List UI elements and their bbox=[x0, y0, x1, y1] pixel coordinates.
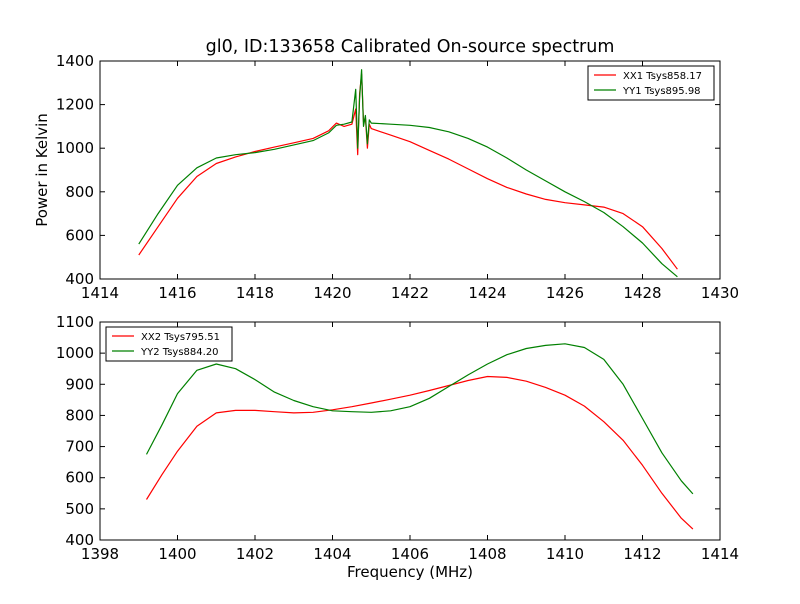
bottom-series-line-green bbox=[145, 343, 694, 495]
bottom-ytick-label: 400 bbox=[65, 531, 94, 549]
plot-top: 1414 1416 1418 1420 1422 1424 1426 1428 1430 400 6… bbox=[33, 52, 739, 302]
top-xtick-label: 1414 bbox=[81, 284, 119, 302]
bottom-xtick-label: 1402 bbox=[236, 545, 274, 563]
bottom-xtick-label: 1406 bbox=[391, 545, 429, 563]
bottom-legend-label: XX2 Tsys795.51 bbox=[141, 332, 220, 343]
bottom-ytick-label: 900 bbox=[65, 375, 94, 393]
top-series-line-green bbox=[138, 69, 678, 278]
bottom-ytick-label: 800 bbox=[65, 406, 94, 424]
top-legend-label: XX1 Tsys858.17 bbox=[623, 71, 702, 82]
bottom-axes-frame bbox=[99, 321, 721, 541]
top-series-line-red bbox=[138, 73, 678, 270]
top-xtick-label: 1426 bbox=[546, 284, 584, 302]
bottom-legend-box bbox=[105, 326, 233, 362]
bottom-xlabel: Frequency (MHz) bbox=[347, 563, 473, 581]
bottom-xtick-label: 1408 bbox=[468, 545, 506, 563]
top-xtick-label: 1422 bbox=[391, 284, 429, 302]
top-xtick-label: 1430 bbox=[701, 284, 739, 302]
top-xtick-label: 1424 bbox=[468, 284, 506, 302]
top-ytick-label: 1400 bbox=[56, 52, 94, 70]
top-xtick-label: 1418 bbox=[236, 284, 274, 302]
top-ytick-label: 400 bbox=[65, 270, 94, 288]
top-xtick-label: 1416 bbox=[158, 284, 196, 302]
top-ylabel: Power in Kelvin bbox=[33, 113, 51, 227]
bottom-ytick-label: 600 bbox=[65, 469, 94, 487]
top-xtick-label: 1420 bbox=[313, 284, 351, 302]
bottom-xtick-label: 1404 bbox=[313, 545, 351, 563]
bottom-ytick-label: 1000 bbox=[56, 344, 94, 362]
top-legend-box bbox=[587, 65, 715, 101]
bottom-xtick-label: 1414 bbox=[701, 545, 739, 563]
top-ytick-label: 1000 bbox=[56, 139, 94, 157]
top-legend-label: YY1 Tsys895.98 bbox=[622, 86, 701, 97]
top-ytick-label: 800 bbox=[65, 183, 94, 201]
bottom-xtick-label: 1400 bbox=[158, 545, 196, 563]
bottom-ytick-label: 1100 bbox=[56, 313, 94, 331]
top-ytick-label: 1200 bbox=[56, 96, 94, 114]
top-xtick-label: 1428 bbox=[623, 284, 661, 302]
top-axes-frame bbox=[99, 60, 721, 280]
plot-bottom: 1398 1400 1402 1404 1406 1408 1410 1412 1414 400 5… bbox=[56, 313, 739, 581]
bottom-ytick-label: 500 bbox=[65, 500, 94, 518]
top-ytick-label: 600 bbox=[65, 226, 94, 244]
bottom-xtick-label: 1410 bbox=[546, 545, 584, 563]
bottom-series-line-red bbox=[145, 375, 694, 530]
bottom-xtick-label: 1412 bbox=[623, 545, 661, 563]
bottom-ytick-label: 700 bbox=[65, 438, 94, 456]
figure-title: gl0, ID:133658 Calibrated On-source spec… bbox=[206, 37, 615, 57]
bottom-xtick-label: 1398 bbox=[81, 545, 119, 563]
bottom-legend-label: YY2 Tsys884.20 bbox=[140, 347, 219, 358]
